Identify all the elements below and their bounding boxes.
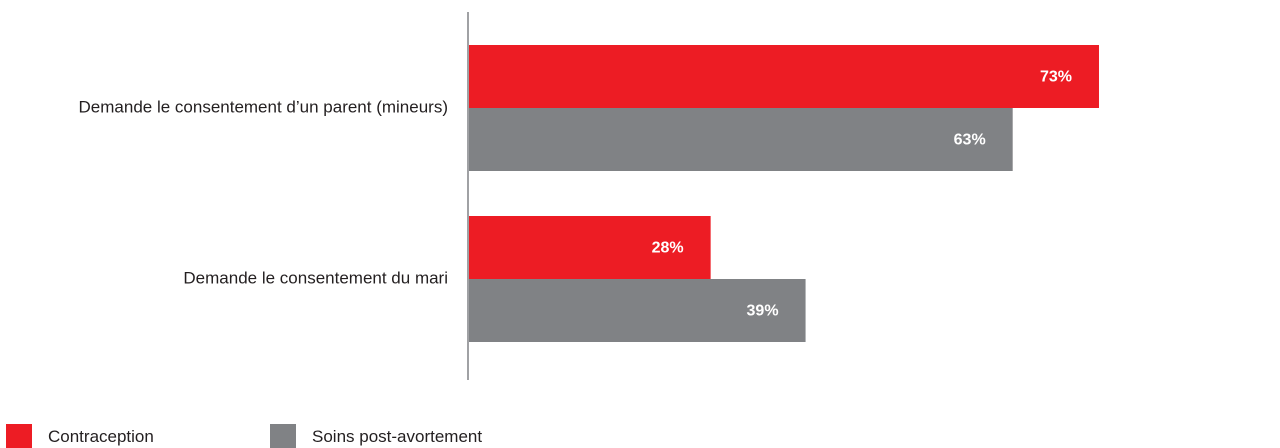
legend-swatch xyxy=(6,424,32,448)
data-label: 28% xyxy=(652,240,684,257)
data-label: 73% xyxy=(1040,69,1072,86)
legend-label: Contraception xyxy=(48,427,154,446)
bar-contraception xyxy=(469,45,1099,108)
category-label: Demande le consentement du mari xyxy=(183,268,448,287)
legend-label: Soins post-avortement xyxy=(312,427,482,446)
legend: Contraception Soins post-avortement xyxy=(6,424,482,448)
data-label: 63% xyxy=(954,132,986,149)
bars-layer xyxy=(469,45,1099,342)
bar-soins-post-avortement xyxy=(469,108,1013,171)
legend-swatch xyxy=(270,424,296,448)
category-label: Demande le consentement d’un parent (min… xyxy=(79,97,448,116)
data-label: 39% xyxy=(747,303,779,320)
